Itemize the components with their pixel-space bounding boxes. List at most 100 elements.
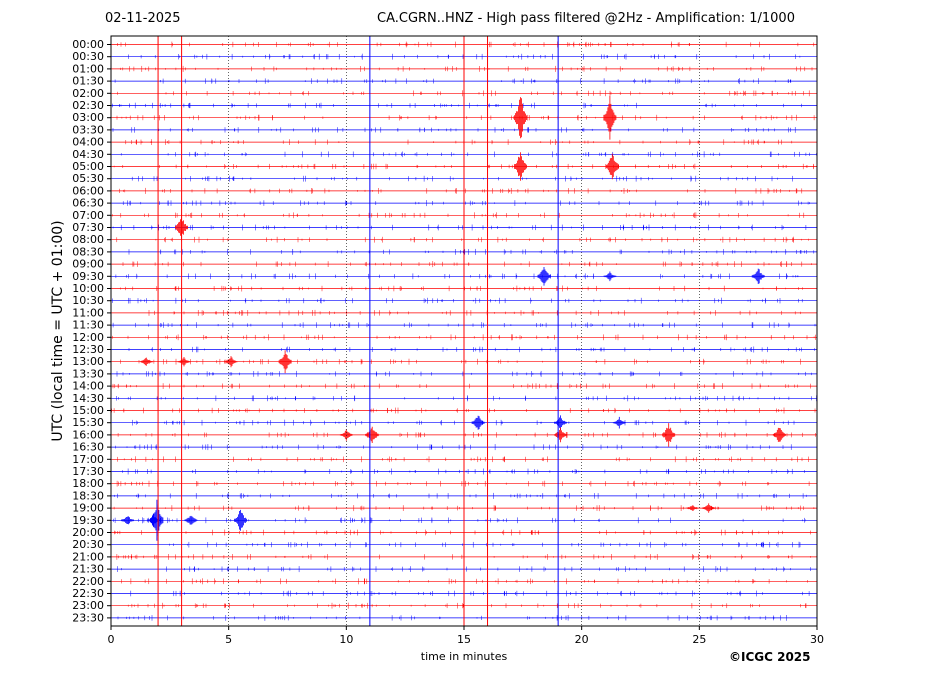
x-tick-label-10: 10: [339, 633, 353, 646]
event-8: [278, 350, 292, 374]
noise-04:00: [125, 139, 793, 145]
noise-23:00: [110, 602, 807, 609]
y-tick-label-08:00: 08:00: [72, 233, 104, 246]
x-axis-label: time in minutes: [421, 650, 508, 663]
noise-11:00: [148, 309, 801, 316]
noise-18:00: [116, 480, 810, 487]
y-tick-label-03:30: 03:30: [72, 123, 104, 136]
noise-00:30: [128, 53, 801, 60]
x-tick-label-0: 0: [108, 633, 115, 646]
noise-00:00: [117, 41, 815, 48]
y-tick-label-11:00: 11:00: [72, 306, 104, 319]
noise-15:00: [111, 407, 816, 414]
y-tick-label-00:00: 00:00: [72, 38, 104, 51]
noise-13:30: [116, 370, 812, 377]
y-tick-label-21:30: 21:30: [72, 563, 104, 576]
y-tick-label-17:30: 17:30: [72, 465, 104, 478]
event-4: [175, 213, 188, 242]
event-18: [662, 423, 676, 447]
spike-layer: [157, 36, 559, 626]
y-tick-label-23:00: 23:00: [72, 599, 104, 612]
y-tick-label-07:30: 07:30: [72, 221, 104, 234]
event-17: [554, 427, 567, 443]
noise-14:00: [112, 383, 811, 389]
event-19: [772, 427, 786, 442]
y-tick-label-06:00: 06:00: [72, 184, 104, 197]
y-tick-label-20:30: 20:30: [72, 538, 104, 551]
y-tick-label-19:30: 19:30: [72, 514, 104, 527]
noise-20:30: [169, 541, 801, 548]
x-axis: 0 5 10 15 20 25 30: [108, 626, 824, 646]
noise-19:30: [113, 517, 806, 524]
noise-03:00: [116, 114, 815, 121]
event-20: [702, 503, 716, 513]
x-tick-label-20: 20: [575, 633, 589, 646]
noise-03:30: [112, 127, 796, 133]
noise-10:00: [120, 285, 803, 292]
noise-20:00: [114, 529, 811, 536]
y-tick-label-16:30: 16:30: [72, 441, 104, 454]
event-3: [605, 153, 619, 180]
noise-08:30: [128, 248, 815, 255]
y-tick-label-22:00: 22:00: [72, 575, 104, 588]
noise-07:30: [112, 224, 807, 231]
noise-17:00: [117, 456, 809, 463]
y-tick-label-20:00: 20:00: [72, 526, 104, 539]
noise-12:30: [128, 346, 815, 353]
event-14: [612, 416, 626, 429]
y-axis: 00:0000:3001:0001:3002:0002:3003:0003:30…: [72, 38, 111, 624]
date-label: 02-11-2025: [105, 11, 181, 26]
noise-22:00: [121, 578, 808, 585]
copyright-label: ©ICGC 2025: [729, 650, 811, 664]
y-tick-label-10:00: 10:00: [72, 282, 104, 295]
y-tick-label-18:00: 18:00: [72, 477, 104, 490]
y-tick-label-23:30: 23:30: [72, 611, 104, 624]
noise-21:30: [117, 566, 811, 573]
y-tick-label-18:30: 18:30: [72, 489, 104, 502]
event-22: [121, 516, 134, 525]
y-tick-label-00:30: 00:30: [72, 50, 104, 63]
y-tick-label-05:00: 05:00: [72, 160, 104, 173]
noise-17:30: [122, 468, 805, 475]
event-26: [150, 499, 164, 541]
y-tick-label-21:00: 21:00: [72, 550, 104, 563]
event-12: [471, 415, 485, 430]
y-tick-label-14:00: 14:00: [72, 380, 104, 393]
event-6: [751, 268, 765, 284]
x-tick-label-30: 30: [810, 633, 824, 646]
event-15: [339, 429, 353, 441]
event-7: [603, 271, 617, 282]
event-1: [603, 95, 617, 140]
event-5: [537, 267, 551, 286]
noise-04:30: [120, 151, 817, 158]
y-tick-label-15:00: 15:00: [72, 404, 104, 417]
y-tick-label-10:30: 10:30: [72, 294, 104, 307]
noise-07:00: [110, 212, 805, 219]
y-tick-label-04:30: 04:30: [72, 148, 104, 161]
y-tick-label-22:30: 22:30: [72, 587, 104, 600]
y-tick-label-02:30: 02:30: [72, 99, 104, 112]
noise-05:30: [131, 175, 793, 182]
noise-10:30: [112, 297, 803, 304]
noise-14:30: [116, 395, 817, 402]
y-tick-label-01:00: 01:00: [72, 62, 104, 75]
y-tick-label-05:30: 05:30: [72, 172, 104, 185]
noise-18:30: [113, 492, 807, 499]
event-0: [514, 97, 527, 139]
y-tick-label-08:30: 08:30: [72, 245, 104, 258]
y-tick-label-12:00: 12:00: [72, 331, 104, 344]
noise-09:00: [122, 261, 812, 268]
y-tick-label-13:30: 13:30: [72, 367, 104, 380]
noise-06:00: [119, 187, 803, 194]
y-tick-label-04:00: 04:00: [72, 136, 104, 149]
y-tick-label-09:00: 09:00: [72, 258, 104, 271]
y-tick-label-01:30: 01:30: [72, 75, 104, 88]
event-10: [224, 356, 238, 368]
event-16: [365, 426, 379, 443]
y-tick-label-17:00: 17:00: [72, 453, 104, 466]
y-tick-label-13:00: 13:00: [72, 355, 104, 368]
x-tick-label-15: 15: [457, 633, 471, 646]
gridline-layer: [228, 36, 700, 626]
y-axis-label: UTC (local time = UTC + 01:00): [50, 220, 66, 441]
